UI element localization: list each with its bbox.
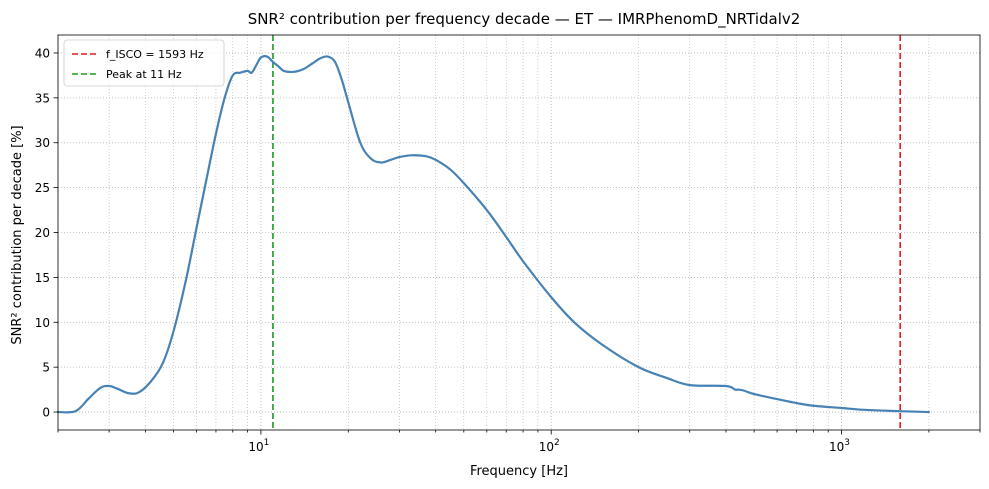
legend-box (63, 39, 225, 87)
y-tick-label: 25 (35, 181, 50, 195)
x-tick-label: 103 (829, 438, 850, 454)
y-tick-label: 20 (35, 226, 50, 240)
legend: f_ISCO = 1593 Hz Peak at 11 Hz (63, 39, 225, 87)
y-axis-ticks: 0 5 10 15 20 25 30 35 40 (35, 46, 58, 420)
x-tick-label: 101 (248, 438, 269, 454)
data-series (56, 55, 930, 414)
y-tick-label: 5 (42, 361, 50, 375)
y-tick-label: 15 (35, 271, 50, 285)
y-tick-label: 0 (42, 406, 50, 420)
y-tick-label: 30 (35, 136, 50, 150)
y-tick-label: 35 (35, 91, 50, 105)
y-axis-label: SNR² contribution per decade [%] (10, 125, 25, 344)
chart-title: SNR² contribution per frequency decade —… (248, 10, 801, 29)
x-tick-label: 102 (539, 438, 560, 454)
reference-lines (272, 35, 901, 430)
y-tick-label: 10 (35, 316, 50, 330)
legend-label: Peak at 11 Hz (106, 68, 182, 81)
y-tick-label: 40 (35, 46, 50, 60)
x-axis-label: Frequency [Hz] (470, 464, 568, 479)
snr-contribution-line (56, 55, 930, 414)
x-axis-ticks: 101 102 103 (57, 430, 981, 454)
legend-label: f_ISCO = 1593 Hz (106, 48, 204, 61)
